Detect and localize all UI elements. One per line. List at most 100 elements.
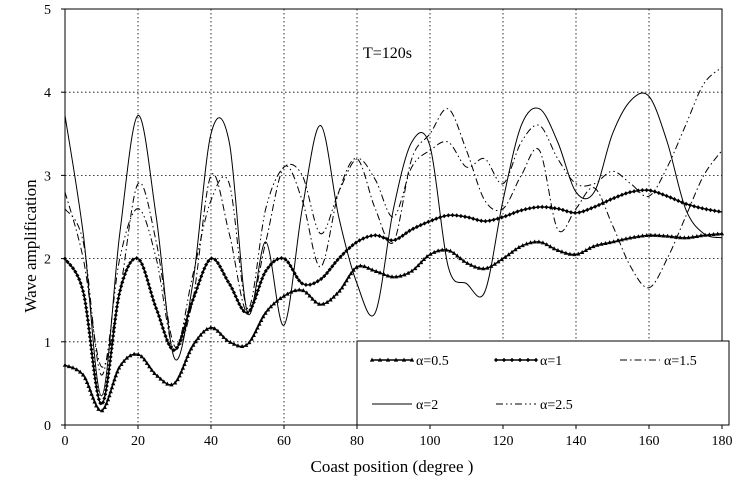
series-marker-alpha-1 — [165, 337, 170, 343]
series-marker-alpha-1 — [680, 200, 685, 205]
series-marker-alpha-1 — [95, 392, 100, 398]
series-marker-alpha-0-5 — [451, 250, 457, 255]
series-marker-alpha-0-5 — [215, 328, 221, 333]
series-marker-alpha-0-5 — [636, 234, 641, 239]
series-marker-alpha-1 — [159, 321, 164, 327]
series-marker-alpha-0-5 — [183, 357, 189, 362]
series-marker-alpha-0-5 — [253, 329, 258, 334]
legend-item-alpha-1: α=1 — [494, 354, 562, 369]
series-marker-alpha-0-5 — [124, 355, 130, 360]
series-marker-alpha-1 — [467, 215, 472, 220]
series-marker-alpha-0-5 — [686, 235, 691, 240]
series-alpha-1-5 — [64, 108, 723, 368]
series-marker-alpha-0-5 — [591, 244, 596, 249]
series-marker-alpha-0-5 — [316, 301, 322, 306]
series-marker-alpha-1 — [65, 259, 70, 265]
series-marker-alpha-0-5 — [231, 341, 237, 346]
series-marker-alpha-0-5 — [90, 395, 96, 400]
legend-marker-alpha-1 — [510, 357, 514, 363]
series-marker-alpha-0-5 — [255, 325, 260, 330]
series-marker-alpha-1 — [197, 278, 202, 283]
legend-label-alpha-2-5: α=2.5 — [540, 398, 573, 413]
series-marker-alpha-1 — [260, 276, 265, 281]
series-marker-alpha-1 — [95, 388, 100, 394]
series-marker-alpha-0-5 — [169, 382, 174, 387]
series-marker-alpha-0-5 — [339, 285, 345, 290]
series-marker-alpha-1 — [361, 236, 366, 241]
series-marker-alpha-1 — [134, 256, 139, 261]
x-tick-label: 40 — [204, 434, 218, 449]
series-marker-alpha-0-5 — [583, 247, 589, 252]
series-marker-alpha-1 — [89, 347, 94, 352]
series-marker-alpha-1 — [241, 308, 246, 314]
series-marker-alpha-1 — [446, 213, 451, 218]
series-marker-alpha-1 — [143, 269, 148, 275]
series-marker-alpha-0-5 — [619, 237, 625, 242]
series-alpha-2-5 — [64, 66, 723, 376]
series-marker-alpha-0-5 — [218, 331, 224, 336]
series-marker-alpha-1 — [684, 201, 689, 207]
series-marker-alpha-1 — [347, 245, 352, 251]
series-marker-alpha-0-5 — [70, 365, 76, 370]
series-marker-alpha-0-5 — [198, 332, 203, 337]
series-marker-alpha-0-5 — [136, 351, 141, 356]
y-tick-label: 0 — [44, 419, 51, 434]
series-marker-alpha-0-5 — [201, 329, 206, 334]
series-marker-alpha-1 — [585, 207, 590, 213]
legend-marker-alpha-0-5 — [385, 357, 391, 362]
series-marker-alpha-0-5 — [476, 265, 482, 270]
series-marker-alpha-0-5 — [398, 273, 403, 278]
legend-marker-alpha-0-5 — [409, 357, 415, 362]
legend-marker-alpha-0-5 — [369, 357, 375, 362]
series-marker-alpha-1 — [696, 205, 701, 210]
series-marker-alpha-0-5 — [243, 342, 249, 347]
axis-ticks: 0 20 40 60 80 100 120 140 160 180 0 1 2 3 4 5 — [44, 3, 733, 449]
series-marker-alpha-0-5 — [698, 233, 704, 238]
series-marker-alpha-1 — [82, 297, 87, 302]
series-marker-alpha-0-5 — [377, 270, 383, 275]
series-marker-alpha-0-5 — [108, 389, 113, 394]
series-marker-alpha-0-5 — [116, 365, 122, 370]
series-marker-alpha-0-5 — [92, 399, 97, 404]
series-marker-alpha-1 — [213, 257, 218, 262]
series-marker-alpha-0-5 — [555, 247, 561, 252]
legend-label-alpha-1-5: α=1.5 — [664, 354, 697, 369]
series-marker-alpha-0-5 — [690, 234, 695, 239]
series-marker-alpha-1 — [93, 380, 98, 385]
series-marker-alpha-1 — [157, 313, 162, 319]
series-marker-alpha-0-5 — [66, 364, 72, 369]
series-marker-alpha-1 — [322, 273, 327, 279]
y-tick-label: 4 — [44, 86, 51, 101]
series-marker-alpha-1 — [652, 189, 657, 194]
series-marker-alpha-1 — [108, 354, 113, 360]
series-marker-alpha-1 — [544, 204, 549, 210]
series-marker-alpha-0-5 — [139, 354, 144, 359]
series-marker-alpha-0-5 — [536, 239, 542, 244]
series-marker-alpha-1 — [104, 383, 109, 389]
series-marker-alpha-1 — [221, 271, 226, 277]
series-marker-alpha-0-5 — [524, 241, 529, 246]
series-marker-alpha-1 — [85, 318, 90, 323]
series-marker-alpha-0-5 — [385, 273, 391, 278]
series-marker-alpha-1 — [231, 290, 236, 295]
series-marker-alpha-1 — [87, 330, 92, 335]
series-marker-alpha-1 — [118, 288, 123, 293]
series-marker-alpha-1 — [105, 379, 110, 385]
series-marker-alpha-1 — [568, 210, 573, 215]
series-marker-alpha-1 — [475, 217, 480, 223]
series-marker-alpha-1 — [162, 329, 167, 335]
series-marker-alpha-1 — [327, 267, 332, 272]
series-marker-alpha-0-5 — [370, 267, 375, 272]
series-marker-alpha-0-5 — [607, 240, 612, 245]
series-marker-alpha-1 — [209, 256, 214, 261]
series-marker-alpha-0-5 — [362, 264, 367, 269]
series-marker-alpha-1 — [79, 284, 84, 290]
series-marker-alpha-1 — [266, 265, 271, 270]
series-marker-alpha-0-5 — [520, 243, 525, 248]
series-marker-alpha-0-5 — [428, 251, 433, 256]
series-marker-alpha-0-5 — [342, 281, 347, 286]
series-marker-alpha-1 — [589, 206, 594, 211]
series-marker-alpha-1 — [257, 284, 262, 289]
series-marker-alpha-1 — [400, 233, 405, 238]
